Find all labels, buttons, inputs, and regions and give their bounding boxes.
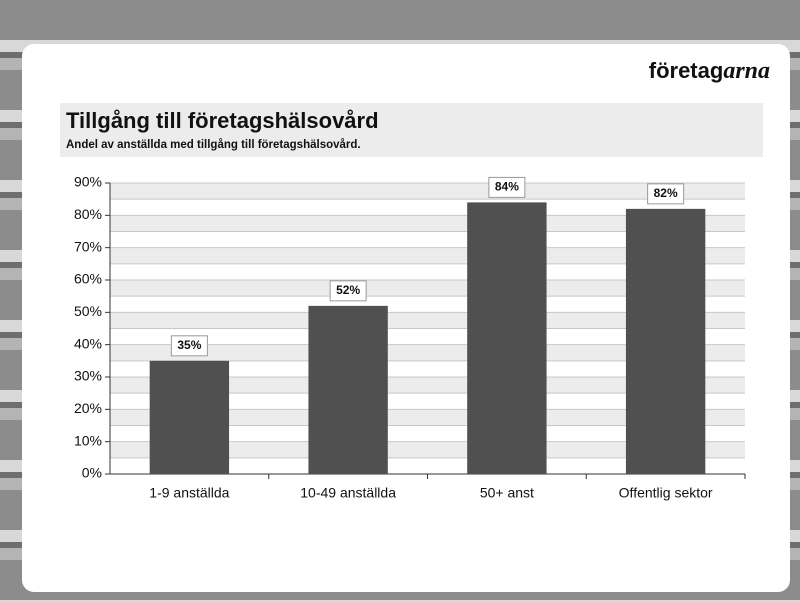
grid-band — [110, 312, 745, 329]
y-tick-label: 80% — [74, 206, 102, 222]
grid-band — [110, 280, 745, 297]
y-tick-label: 90% — [74, 174, 102, 190]
brand-accent: arna — [723, 58, 770, 84]
y-tick-label: 30% — [74, 368, 102, 384]
value-label: 52% — [336, 283, 360, 297]
brand: företagarna — [649, 58, 770, 84]
brand-main: företag — [649, 58, 724, 83]
x-tick-label: 50+ anst — [480, 485, 534, 501]
grid-band — [110, 344, 745, 361]
y-tick-label: 70% — [74, 238, 102, 254]
bar — [467, 202, 547, 474]
value-label-box — [170, 335, 208, 357]
value-label-box — [488, 176, 526, 198]
grid-band — [110, 377, 745, 394]
chart-subtitle: Andel av anställda med tillgång till för… — [66, 139, 361, 151]
grid-band — [110, 247, 745, 264]
grid-band — [110, 441, 745, 458]
chart-title: Tillgång till företagshälsovård — [66, 108, 379, 133]
title-bar — [60, 103, 763, 157]
value-label-box — [329, 280, 367, 302]
value-label: 84% — [495, 180, 519, 194]
y-tick-label: 60% — [74, 271, 102, 287]
x-tick-label: 1-9 anställda — [149, 485, 229, 501]
y-tick-label: 20% — [74, 400, 102, 416]
value-label-box — [647, 183, 685, 205]
x-tick-label: Offentlig sektor — [619, 485, 713, 501]
grid-band — [110, 215, 745, 232]
bar — [625, 208, 706, 474]
value-label: 35% — [177, 338, 201, 352]
y-tick-label: 0% — [82, 465, 102, 481]
x-tick-label: 10-49 anställda — [300, 485, 396, 501]
grid-band — [110, 409, 745, 426]
y-tick-label: 10% — [74, 432, 102, 448]
bar — [308, 305, 388, 474]
grid-band — [110, 183, 745, 200]
y-tick-label: 50% — [74, 303, 102, 319]
bar — [149, 360, 230, 474]
y-tick-label: 40% — [74, 335, 102, 351]
value-label: 82% — [654, 186, 678, 200]
